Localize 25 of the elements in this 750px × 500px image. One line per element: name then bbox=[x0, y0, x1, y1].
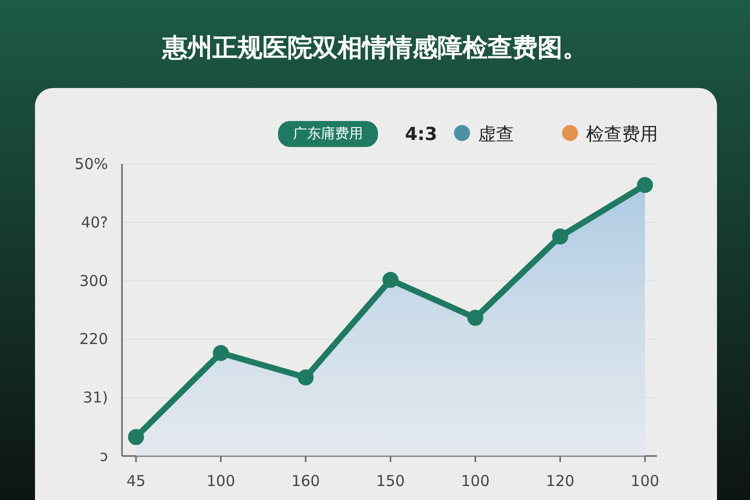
point bbox=[298, 369, 314, 386]
text: 4:3 bbox=[405, 124, 438, 145]
x-tick-label: 100 bbox=[206, 472, 236, 490]
text: 300 bbox=[79, 272, 108, 290]
x-tick-label: 45 bbox=[126, 472, 146, 490]
point bbox=[382, 272, 398, 288]
text: 50% bbox=[74, 155, 108, 173]
chart-title: 惠州正规医院双相情情感障检查费图。 bbox=[162, 33, 588, 62]
point bbox=[467, 310, 484, 326]
point bbox=[637, 177, 653, 194]
x-tick-label: 150 bbox=[376, 472, 405, 490]
x-tick-label: 120 bbox=[546, 472, 574, 490]
point bbox=[128, 429, 144, 446]
text: 31) bbox=[83, 388, 108, 407]
text: 虚查 bbox=[478, 124, 514, 145]
text: 40? bbox=[80, 213, 108, 232]
text: 检查费用 bbox=[586, 124, 658, 145]
x-tick-label: 160 bbox=[291, 472, 320, 490]
text: 广东庯费用 bbox=[293, 126, 363, 142]
point bbox=[552, 228, 568, 245]
text: 220 bbox=[79, 330, 108, 348]
text: ↄ bbox=[100, 447, 108, 465]
point bbox=[212, 345, 229, 362]
x-tick-label: 100 bbox=[630, 472, 660, 490]
x-tick-label: 100 bbox=[461, 472, 490, 490]
